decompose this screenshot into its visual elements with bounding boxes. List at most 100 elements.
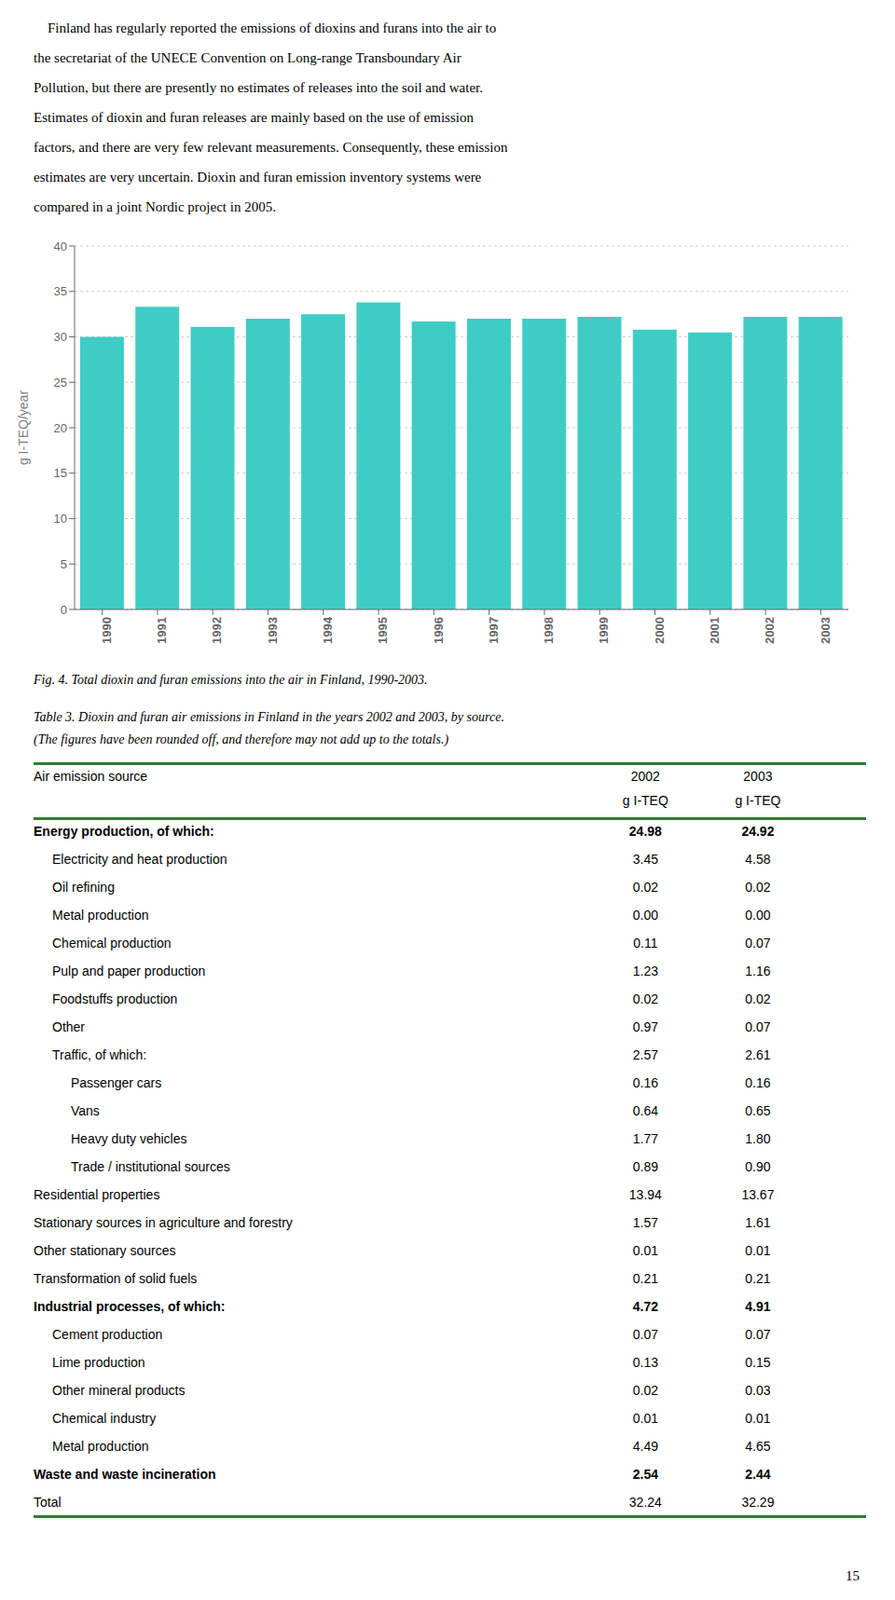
- html-text:Pulp and paper production: Pulp and paper production: [52, 963, 206, 979]
- svg-text:1998: 1998: [541, 617, 556, 645]
- html-text:estimates are very uncertain.: estimates are very uncertain. Dioxin and…: [33, 169, 482, 185]
- html-text:4.91: 4.91: [745, 1299, 771, 1315]
- svg-text:g I-TEQ/year: g I-TEQ/year: [15, 390, 31, 466]
- html-text:g I-TEQ: g I-TEQ: [735, 793, 781, 809]
- html-text:Other: Other: [52, 1019, 85, 1035]
- html-text:0.07: 0.07: [745, 1327, 771, 1343]
- svg-text:15: 15: [54, 466, 68, 481]
- html-text:0.89: 0.89: [632, 1159, 659, 1175]
- html-text:0.03: 0.03: [745, 1383, 771, 1399]
- html-text:1.57: 1.57: [632, 1215, 659, 1231]
- html-text:2.54: 2.54: [632, 1467, 659, 1483]
- html-text:4.65: 4.65: [745, 1439, 771, 1455]
- html-text:24.98: 24.98: [629, 824, 662, 840]
- html-text:Stationary sources in agricult: Stationary sources in agriculture and fo…: [33, 1215, 293, 1231]
- html-text:Heavy duty vehicles: Heavy duty vehicles: [70, 1131, 187, 1147]
- html-text:Foodstuffs production: Foodstuffs production: [52, 991, 178, 1007]
- svg-text:20: 20: [54, 421, 68, 436]
- html-text:0.15: 0.15: [745, 1355, 771, 1371]
- html-text:0.16: 0.16: [745, 1075, 771, 1091]
- html-text:1.16: 1.16: [745, 963, 771, 979]
- svg-text:5: 5: [60, 557, 68, 572]
- html-text:4.58: 4.58: [745, 852, 771, 868]
- html-text:Metal production: Metal production: [52, 1439, 149, 1455]
- html-text:0.01: 0.01: [632, 1411, 659, 1427]
- html-text:2.44: 2.44: [745, 1467, 771, 1483]
- html-text:2.57: 2.57: [632, 1047, 659, 1063]
- html-text:0.07: 0.07: [632, 1327, 659, 1343]
- html-text:0.02: 0.02: [632, 991, 659, 1007]
- html-text:Traffic, of which:: Traffic, of which:: [52, 1047, 147, 1063]
- html-text:Air emission source: Air emission source: [33, 769, 148, 785]
- svg-text:10: 10: [54, 511, 68, 526]
- html-text:0.07: 0.07: [745, 1019, 771, 1035]
- svg-text:2000: 2000: [652, 617, 667, 645]
- html-text:g I-TEQ: g I-TEQ: [622, 793, 669, 809]
- html-text:compared in a joint Nordic pro: compared in a joint Nordic project in 20…: [33, 199, 276, 215]
- html-text:Cement production: Cement production: [52, 1327, 163, 1343]
- html-text:Energy production, of which:: Energy production, of which:: [33, 824, 215, 840]
- svg-text:2002: 2002: [762, 617, 777, 645]
- svg-text:1991: 1991: [154, 617, 169, 645]
- html-text:Electricity and heat productio: Electricity and heat production: [52, 852, 228, 868]
- html-text:Chemical industry: Chemical industry: [52, 1411, 156, 1427]
- html-text:Industrial processes, of which: Industrial processes, of which:: [33, 1299, 226, 1315]
- html-text:Passenger cars: Passenger cars: [70, 1075, 162, 1091]
- svg-text:1999: 1999: [596, 617, 611, 645]
- html-text:0.01: 0.01: [745, 1243, 771, 1259]
- html-text:2.61: 2.61: [745, 1047, 771, 1063]
- svg-text:2001: 2001: [707, 617, 722, 645]
- html-text:1.80: 1.80: [745, 1131, 771, 1147]
- html-text:24.92: 24.92: [741, 824, 775, 840]
- html-text:Pollution, but there are prese: Pollution, but there are presently no es…: [33, 80, 483, 96]
- html-text:Trade / institutional sources: Trade / institutional sources: [70, 1159, 230, 1175]
- html-text:Other mineral products: Other mineral products: [52, 1383, 185, 1399]
- html-text:2002: 2002: [630, 769, 660, 785]
- html-text:1.77: 1.77: [632, 1131, 659, 1147]
- html-text:Lime production: Lime production: [52, 1355, 146, 1371]
- html-text:0.97: 0.97: [632, 1019, 659, 1035]
- html-text:Waste and waste incineration: Waste and waste incineration: [33, 1467, 216, 1483]
- html-text:0.13: 0.13: [632, 1355, 659, 1371]
- html-text:0.02: 0.02: [745, 991, 771, 1007]
- html-text:Residential properties: Residential properties: [33, 1187, 160, 1203]
- svg-text:25: 25: [54, 375, 68, 390]
- html-text:0.64: 0.64: [632, 1103, 659, 1119]
- svg-text:40: 40: [54, 239, 68, 254]
- svg-text:1995: 1995: [375, 617, 390, 645]
- html-text:3.45: 3.45: [632, 852, 659, 868]
- svg-text:1990: 1990: [99, 617, 114, 645]
- html-text:Vans: Vans: [70, 1103, 100, 1119]
- html-text:0.16: 0.16: [632, 1075, 659, 1091]
- html-text:Total: Total: [33, 1495, 62, 1511]
- svg-text:1993: 1993: [265, 617, 280, 645]
- svg-text:2003: 2003: [818, 617, 833, 645]
- html-text:4.72: 4.72: [632, 1299, 659, 1315]
- svg-text:1996: 1996: [431, 617, 446, 645]
- html-text:the secretariat of the UNECE C: the secretariat of the UNECE Convention …: [33, 50, 462, 66]
- html-text:0.21: 0.21: [632, 1271, 659, 1287]
- html-text:2003: 2003: [743, 769, 773, 785]
- svg-text:0: 0: [60, 603, 68, 618]
- html-text:0.01: 0.01: [632, 1243, 659, 1259]
- html-text:32.24: 32.24: [629, 1495, 662, 1511]
- svg-text:1997: 1997: [486, 617, 501, 645]
- html-text:13.67: 13.67: [741, 1187, 775, 1203]
- html-text:0.21: 0.21: [745, 1271, 771, 1287]
- html-text:0.90: 0.90: [745, 1159, 771, 1175]
- svg-text:35: 35: [54, 284, 68, 299]
- html-text:0.65: 0.65: [745, 1103, 771, 1119]
- svg-text:1994: 1994: [320, 616, 335, 645]
- html-text:13.94: 13.94: [629, 1187, 662, 1203]
- html-text:0.01: 0.01: [745, 1411, 771, 1427]
- html-text:Transformation of solid fuels: Transformation of solid fuels: [33, 1271, 197, 1287]
- html-text:1.23: 1.23: [632, 963, 659, 979]
- html-text:Other stationary sources: Other stationary sources: [33, 1243, 176, 1259]
- html-text:1.61: 1.61: [745, 1215, 771, 1231]
- svg-text:30: 30: [54, 330, 68, 345]
- html-text:4.49: 4.49: [632, 1439, 659, 1455]
- html-text:Finland has regularly reported: Finland has regularly reported the emiss…: [33, 20, 497, 36]
- svg-text:1992: 1992: [209, 617, 224, 645]
- html-text:0.02: 0.02: [632, 1383, 659, 1399]
- html-text:factors, and there are very fe: factors, and there are very few relevant…: [33, 139, 508, 155]
